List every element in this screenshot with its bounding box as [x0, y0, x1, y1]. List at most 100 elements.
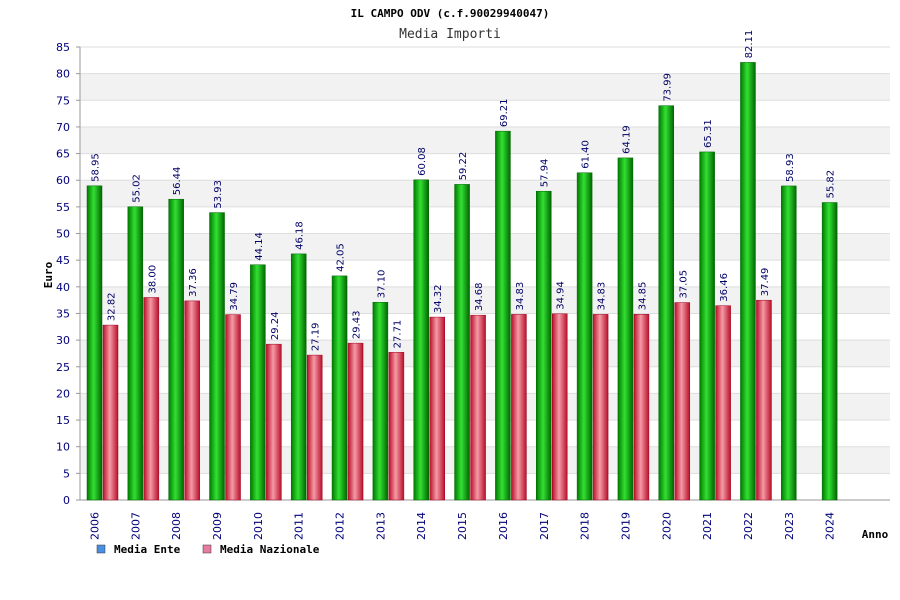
- bar-media-ente-2015: [454, 184, 470, 501]
- value-label-media-nazionale-2019: 34.85: [637, 282, 648, 311]
- legend-label-media-nazionale: Media Nazionale: [220, 543, 320, 556]
- legend-label-media-ente: Media Ente: [114, 543, 181, 556]
- value-label-media-nazionale-2007: 38.00: [147, 265, 158, 294]
- x-tick-label-2018: 2018: [579, 512, 592, 540]
- value-label-media-nazionale-2021: 36.46: [719, 273, 730, 302]
- value-label-media-ente-2022: 82.11: [744, 30, 755, 59]
- bar-media-nazionale-2011: [306, 354, 323, 501]
- bar-media-nazionale-2012: [347, 342, 364, 501]
- y-tick-label: 65: [56, 148, 70, 161]
- x-tick-label-2014: 2014: [415, 512, 428, 540]
- value-label-media-nazionale-2009: 34.79: [229, 282, 240, 311]
- bar-media-ente-2022: [740, 62, 756, 501]
- bar-media-ente-2007: [127, 206, 144, 501]
- value-label-media-ente-2014: 60.08: [417, 147, 428, 176]
- value-label-media-nazionale-2008: 37.36: [188, 268, 199, 297]
- bar-media-ente-2019: [617, 157, 634, 501]
- chart-title: IL CAMPO ODV (c.f.90029940047): [351, 7, 550, 20]
- y-tick-label: 20: [56, 387, 70, 400]
- value-label-media-ente-2021: 65.31: [703, 119, 714, 148]
- x-tick-label-2010: 2010: [252, 512, 265, 540]
- bar-media-nazionale-2013: [388, 352, 405, 501]
- y-tick-label: 35: [56, 307, 70, 320]
- bar-media-nazionale-2017: [552, 313, 568, 501]
- bar-media-ente-2021: [699, 151, 715, 501]
- value-label-media-ente-2010: 44.14: [254, 232, 265, 261]
- y-tick-label: 30: [56, 334, 70, 347]
- value-label-media-nazionale-2012: 29.43: [352, 311, 363, 340]
- bar-media-nazionale-2020: [674, 302, 691, 501]
- value-label-media-ente-2012: 42.05: [336, 243, 347, 272]
- bar-media-ente-2011: [290, 253, 307, 501]
- x-axis-label: Anno: [862, 528, 889, 541]
- legend-swatch-media-nazionale: [202, 544, 212, 554]
- y-tick-label: 10: [56, 441, 70, 454]
- x-tick-label-2019: 2019: [619, 512, 632, 540]
- x-tick-label-2007: 2007: [129, 512, 142, 540]
- grid-band: [80, 233, 890, 261]
- x-tick-label-2021: 2021: [701, 512, 714, 540]
- value-label-media-nazionale-2010: 29.24: [270, 312, 281, 341]
- bar-media-ente-2018: [576, 172, 593, 501]
- bar-media-ente-2006: [86, 185, 103, 501]
- value-label-media-ente-2009: 53.93: [213, 180, 224, 209]
- bar-media-ente-2024: [821, 202, 838, 501]
- value-label-media-nazionale-2013: 27.71: [392, 320, 403, 349]
- bar-media-ente-2008: [168, 198, 184, 501]
- y-tick-label: 85: [56, 41, 70, 54]
- value-label-media-nazionale-2016: 34.83: [515, 282, 526, 311]
- grid-band: [80, 126, 890, 154]
- bar-media-nazionale-2022: [756, 299, 772, 501]
- bars: [86, 62, 838, 501]
- bar-media-ente-2009: [209, 212, 225, 501]
- x-tick-label-2016: 2016: [497, 512, 510, 540]
- x-tick-labels: 2006 2007 2008 2009 2010 2011 2012 2013 2014 2015…: [89, 512, 837, 540]
- y-tick-label: 75: [56, 94, 70, 107]
- x-tick-label-2008: 2008: [170, 512, 183, 540]
- value-label-media-ente-2006: 58.95: [91, 153, 102, 182]
- value-label-media-ente-2008: 56.44: [172, 167, 183, 196]
- bar-media-ente-2020: [658, 105, 675, 501]
- bar-media-ente-2012: [331, 275, 348, 501]
- bar-media-nazionale-2009: [225, 314, 241, 501]
- x-tick-label-2015: 2015: [456, 512, 469, 540]
- value-label-media-ente-2007: 55.02: [131, 174, 142, 203]
- y-tick-label: 5: [63, 467, 70, 480]
- value-label-media-ente-2015: 59.22: [458, 152, 469, 181]
- x-tick-label-2017: 2017: [538, 512, 551, 540]
- bar-media-ente-2010: [250, 264, 266, 501]
- bar-media-nazionale-2019: [633, 314, 650, 501]
- x-tick-label-2023: 2023: [783, 512, 796, 540]
- bar-media-ente-2017: [536, 190, 552, 501]
- value-label-media-ente-2023: 58.93: [785, 153, 796, 182]
- value-label-media-ente-2011: 46.18: [295, 221, 306, 250]
- legend: Media Ente Media Nazionale: [96, 543, 320, 556]
- value-label-media-nazionale-2017: 34.94: [556, 281, 567, 310]
- value-label-media-ente-2019: 64.19: [621, 125, 632, 154]
- y-tick-label: 0: [63, 494, 70, 507]
- value-label-media-nazionale-2014: 34.32: [433, 284, 444, 313]
- bar-media-nazionale-2007: [143, 297, 160, 501]
- y-axis-label: Euro: [42, 261, 55, 288]
- value-label-media-nazionale-2006: 32.82: [107, 292, 118, 321]
- value-label-media-nazionale-2020: 37.05: [678, 270, 689, 299]
- y-tick-label: 25: [56, 361, 70, 374]
- bar-media-nazionale-2010: [266, 343, 282, 501]
- bar-media-nazionale-2006: [102, 324, 119, 501]
- y-tick-label: 40: [56, 281, 70, 294]
- legend-swatch-media-ente: [96, 544, 106, 554]
- y-tick-label: 15: [56, 414, 70, 427]
- bar-media-nazionale-2015: [470, 314, 486, 501]
- bar-media-nazionale-2008: [184, 300, 200, 501]
- value-label-media-nazionale-2018: 34.83: [597, 282, 608, 311]
- y-tick-label: 55: [56, 201, 70, 214]
- y-tick-label: 60: [56, 174, 70, 187]
- x-tick-label-2012: 2012: [334, 512, 347, 540]
- x-tick-label-2013: 2013: [374, 512, 387, 540]
- y-tick-labels: 0 5 10 15 20 25 30 35 40 45 50 55 60 65 70 75 80 85: [56, 41, 70, 507]
- bar-media-nazionale-2016: [511, 314, 527, 501]
- x-tick-label-2006: 2006: [89, 512, 102, 540]
- value-label-media-nazionale-2022: 37.49: [760, 268, 771, 297]
- x-tick-label-2009: 2009: [211, 512, 224, 540]
- chart-subtitle: Media Importi: [399, 27, 501, 42]
